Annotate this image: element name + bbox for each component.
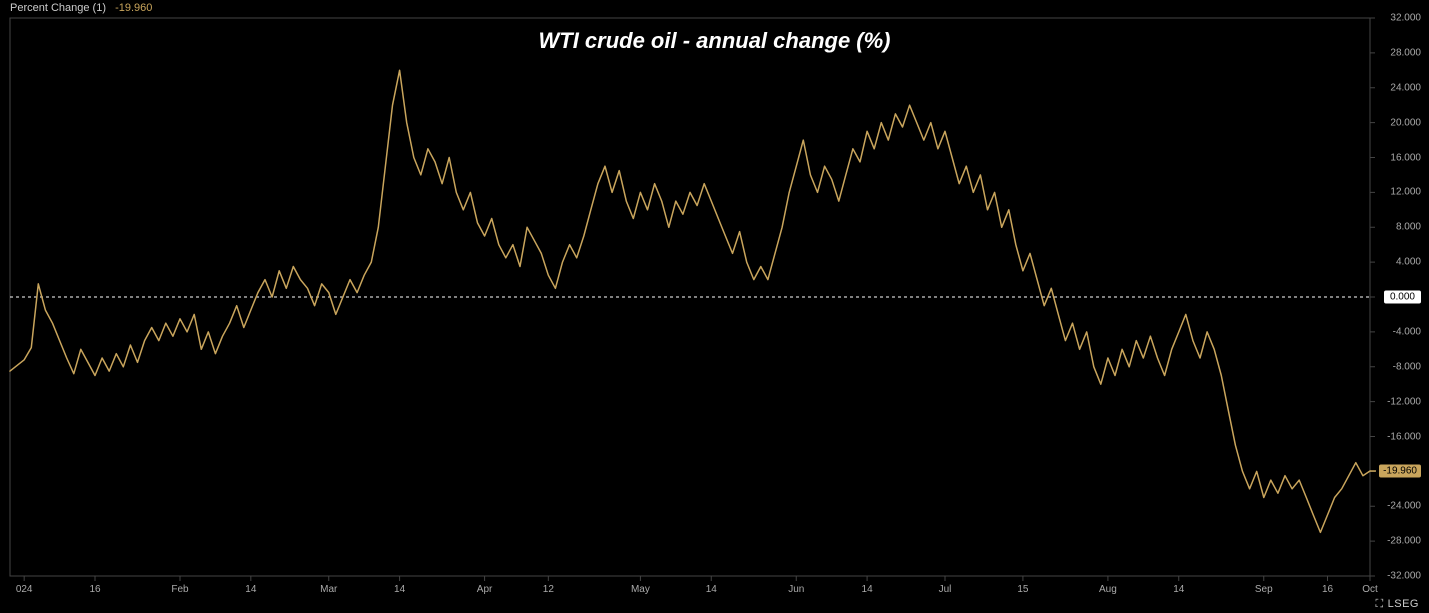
y-tick-label: -28.000 bbox=[1387, 536, 1421, 547]
y-tick-label: 4.000 bbox=[1396, 257, 1421, 268]
y-tick-label: 32.000 bbox=[1390, 13, 1421, 24]
y-tick-label: 8.000 bbox=[1396, 222, 1421, 233]
y-tick-label: -24.000 bbox=[1387, 501, 1421, 512]
branding: ⛶ LSEG bbox=[1375, 598, 1419, 611]
x-tick-label: 024 bbox=[16, 584, 33, 595]
y-tick-current-value: -19.960 bbox=[1379, 465, 1421, 478]
y-tick-label: -32.000 bbox=[1387, 571, 1421, 582]
x-tick-label: Apr bbox=[477, 584, 493, 595]
x-tick-label: 16 bbox=[89, 584, 100, 595]
y-tick-label: 0.000 bbox=[1384, 291, 1421, 304]
x-tick-label: Sep bbox=[1255, 584, 1273, 595]
y-tick-label: -16.000 bbox=[1387, 431, 1421, 442]
chart-container: Percent Change (1) -19.960 WTI crude oil… bbox=[0, 0, 1429, 613]
x-tick-label: 16 bbox=[1322, 584, 1333, 595]
y-tick-label: 24.000 bbox=[1390, 82, 1421, 93]
y-tick-label: 28.000 bbox=[1390, 47, 1421, 58]
x-tick-label: Aug bbox=[1099, 584, 1117, 595]
y-tick-label: 20.000 bbox=[1390, 117, 1421, 128]
x-tick-label: 12 bbox=[543, 584, 554, 595]
x-tick-label: 14 bbox=[394, 584, 405, 595]
x-tick-label: Oct bbox=[1362, 584, 1378, 595]
branding-icon: ⛶ bbox=[1375, 598, 1383, 610]
x-tick-label: May bbox=[631, 584, 650, 595]
branding-text: LSEG bbox=[1388, 598, 1419, 610]
x-tick-label: 15 bbox=[1017, 584, 1028, 595]
x-tick-label: Feb bbox=[171, 584, 188, 595]
x-tick-label: 14 bbox=[1173, 584, 1184, 595]
y-tick-label: -4.000 bbox=[1393, 326, 1421, 337]
y-tick-label: -8.000 bbox=[1393, 361, 1421, 372]
x-tick-label: 14 bbox=[245, 584, 256, 595]
y-tick-label: 16.000 bbox=[1390, 152, 1421, 163]
line-chart-svg bbox=[0, 0, 1429, 613]
y-tick-label: -12.000 bbox=[1387, 396, 1421, 407]
x-tick-label: Jun bbox=[788, 584, 804, 595]
x-tick-label: Mar bbox=[320, 584, 337, 595]
x-tick-label: 14 bbox=[706, 584, 717, 595]
y-tick-label: 12.000 bbox=[1390, 187, 1421, 198]
x-tick-label: 14 bbox=[862, 584, 873, 595]
x-tick-label: Jul bbox=[939, 584, 952, 595]
